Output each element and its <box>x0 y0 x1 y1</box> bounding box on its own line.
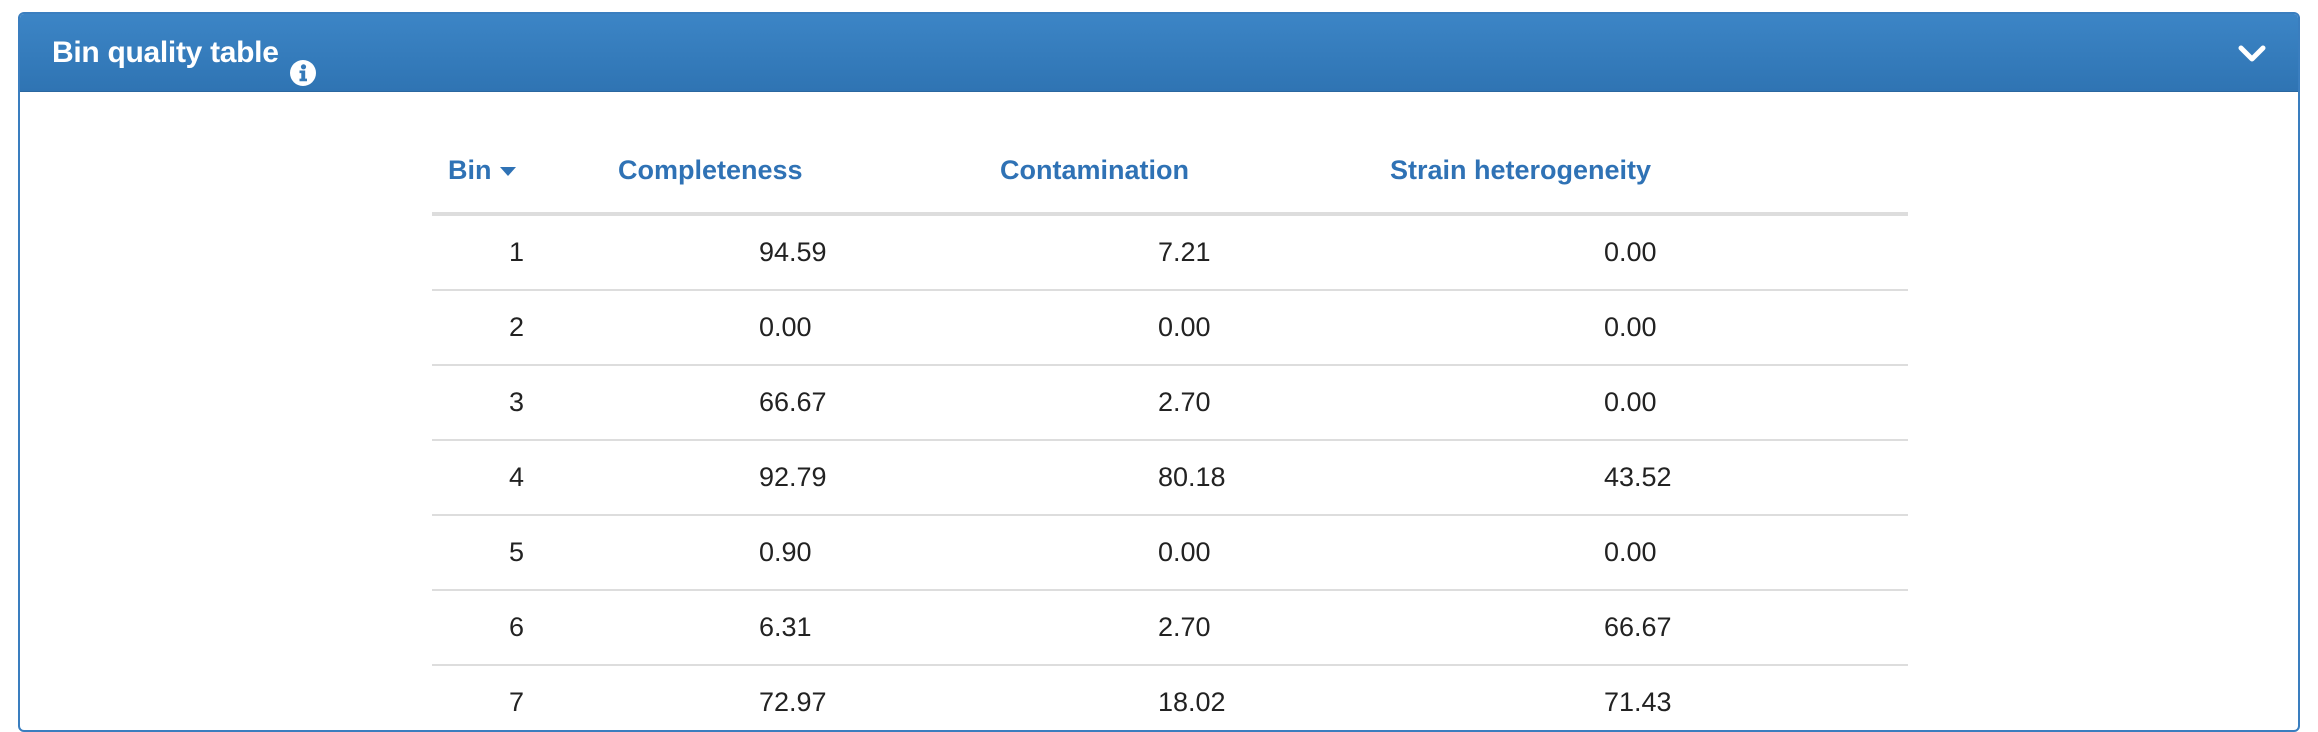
cell-contamination: 18.02 <box>1000 665 1390 730</box>
panel-title: Bin quality table <box>52 36 279 69</box>
cell-contamination: 0.00 <box>1000 515 1390 591</box>
sort-descending-icon <box>499 166 516 176</box>
cell-contamination: 2.70 <box>1000 590 1390 666</box>
cell-strain-heterogeneity: 66.67 <box>1390 590 1908 666</box>
cell-completeness: 92.79 <box>618 440 1000 516</box>
table-row: 3 66.67 2.70 0.00 <box>432 365 1908 441</box>
cell-strain-heterogeneity: 0.00 <box>1390 365 1908 441</box>
column-header-completeness[interactable]: Completeness <box>618 134 1000 216</box>
cell-bin: 3 <box>432 365 618 441</box>
cell-contamination: 7.21 <box>1000 214 1390 291</box>
chevron-down-icon[interactable] <box>2234 36 2270 72</box>
bin-quality-panel: Bin quality table Bin <box>18 12 2300 732</box>
cell-bin: 5 <box>432 515 618 591</box>
column-header-label: Completeness <box>618 154 803 185</box>
column-header-label: Bin <box>448 154 492 185</box>
cell-contamination: 2.70 <box>1000 365 1390 441</box>
panel-header[interactable]: Bin quality table <box>20 14 2298 92</box>
cell-strain-heterogeneity: 0.00 <box>1390 214 1908 291</box>
table-row: 2 0.00 0.00 0.00 <box>432 290 1908 366</box>
info-circle-icon[interactable] <box>289 39 317 86</box>
cell-bin: 6 <box>432 590 618 666</box>
table-row: 4 92.79 80.18 43.52 <box>432 440 1908 516</box>
cell-completeness: 66.67 <box>618 365 1000 441</box>
cell-contamination: 0.00 <box>1000 290 1390 366</box>
column-header-contamination[interactable]: Contamination <box>1000 134 1390 216</box>
cell-bin: 4 <box>432 440 618 516</box>
cell-strain-heterogeneity: 71.43 <box>1390 665 1908 730</box>
cell-completeness: 6.31 <box>618 590 1000 666</box>
table-container: Bin Completeness Contamination Strain he… <box>432 134 1908 730</box>
cell-contamination: 80.18 <box>1000 440 1390 516</box>
table-row: 7 72.97 18.02 71.43 <box>432 665 1908 730</box>
column-header-strain-heterogeneity[interactable]: Strain heterogeneity <box>1390 134 1908 216</box>
bin-quality-table: Bin Completeness Contamination Strain he… <box>432 134 1908 730</box>
panel-title-wrap: Bin quality table <box>52 14 317 92</box>
table-row: 6 6.31 2.70 66.67 <box>432 590 1908 666</box>
column-header-label: Contamination <box>1000 154 1189 185</box>
cell-completeness: 0.90 <box>618 515 1000 591</box>
cell-bin: 2 <box>432 290 618 366</box>
cell-bin: 1 <box>432 214 618 291</box>
cell-strain-heterogeneity: 0.00 <box>1390 515 1908 591</box>
table-row: 1 94.59 7.21 0.00 <box>432 214 1908 291</box>
column-header-label: Strain heterogeneity <box>1390 154 1652 185</box>
table-row: 5 0.90 0.00 0.00 <box>432 515 1908 591</box>
cell-strain-heterogeneity: 0.00 <box>1390 290 1908 366</box>
cell-completeness: 94.59 <box>618 214 1000 291</box>
cell-bin: 7 <box>432 665 618 730</box>
cell-completeness: 72.97 <box>618 665 1000 730</box>
cell-completeness: 0.00 <box>618 290 1000 366</box>
cell-strain-heterogeneity: 43.52 <box>1390 440 1908 516</box>
table-header-row: Bin Completeness Contamination Strain he… <box>432 134 1908 216</box>
column-header-bin[interactable]: Bin <box>432 134 618 216</box>
